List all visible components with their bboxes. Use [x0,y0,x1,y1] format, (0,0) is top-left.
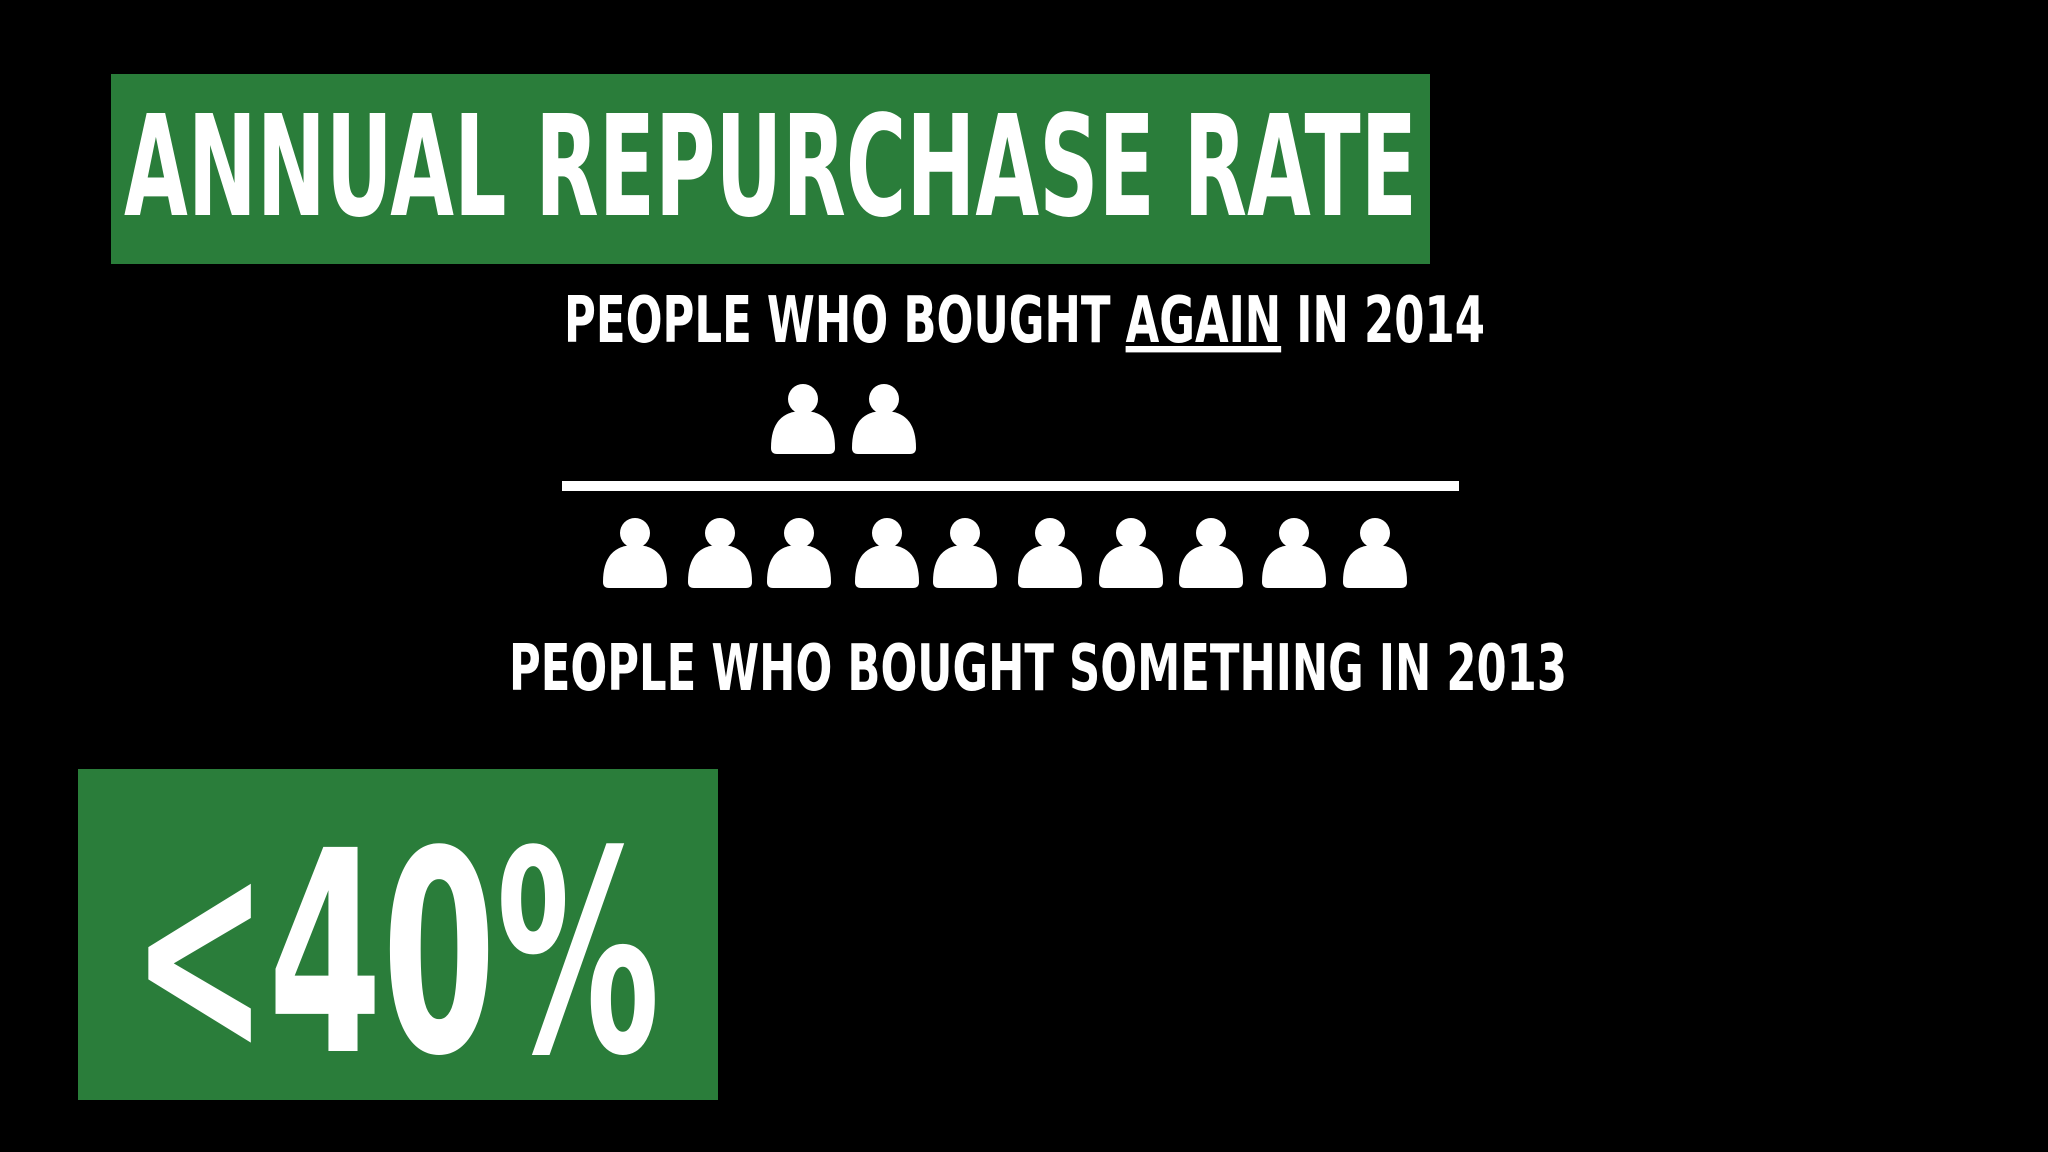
result-box [78,769,718,1100]
denominator-label: PEOPLE WHO BOUGHT SOMETHING IN 2013 [509,632,1567,706]
result-value: <40% [131,792,660,1118]
title: ANNUAL REPURCHASE RATE [124,86,1417,249]
numerator-label: PEOPLE WHO BOUGHT AGAIN IN 2014 [564,284,1485,358]
numerator-emphasis: AGAIN [1126,284,1282,358]
numerator-before: PEOPLE WHO BOUGHT [564,284,1126,358]
numerator-after: IN 2014 [1281,284,1485,358]
fraction-line [562,481,1459,491]
title-box [111,74,1430,264]
